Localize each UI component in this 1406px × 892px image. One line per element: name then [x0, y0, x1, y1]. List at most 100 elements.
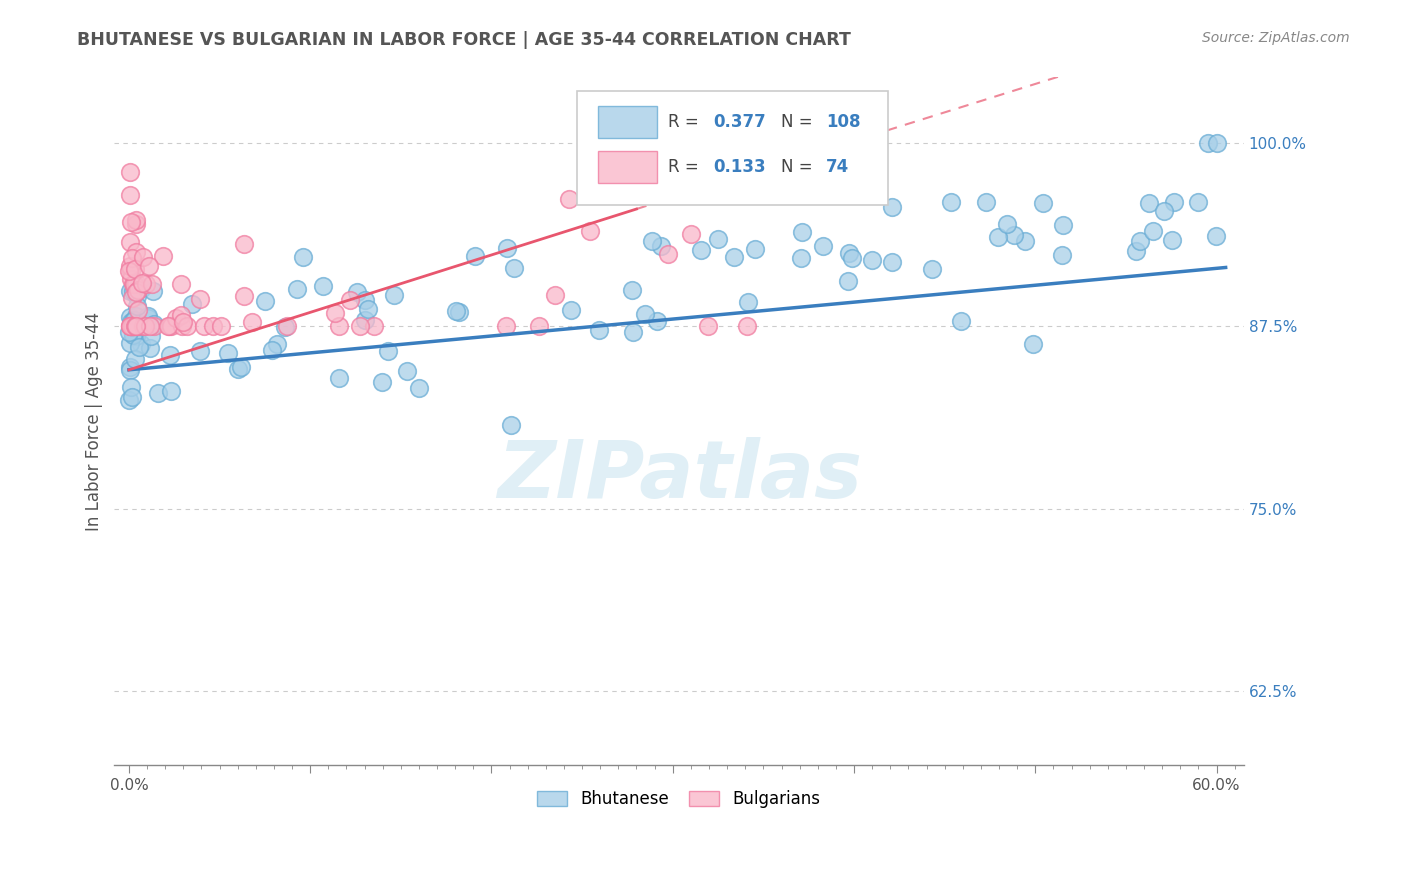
Point: [165, 310, 187, 325]
Point: [503, 260, 526, 275]
Point: [127, 303, 149, 318]
Text: BHUTANESE VS BULGARIAN IN LABOR FORCE | AGE 35-44 CORRELATION CHART: BHUTANESE VS BULGARIAN IN LABOR FORCE | …: [77, 31, 851, 49]
Point: [328, 318, 350, 333]
Point: [620, 283, 643, 297]
FancyBboxPatch shape: [578, 91, 889, 204]
FancyBboxPatch shape: [598, 151, 657, 183]
Point: [170, 277, 193, 292]
Point: [129, 337, 152, 351]
Point: [125, 245, 148, 260]
Point: [689, 243, 711, 257]
Point: [122, 313, 145, 327]
Point: [464, 250, 486, 264]
Point: [121, 251, 143, 265]
Point: [120, 310, 142, 324]
Point: [139, 318, 162, 333]
Point: [696, 318, 718, 333]
Point: [226, 362, 249, 376]
Point: [125, 276, 148, 290]
Point: [735, 318, 758, 333]
Point: [354, 293, 377, 308]
Text: R =: R =: [668, 158, 704, 176]
Point: [1205, 136, 1227, 151]
Point: [152, 250, 174, 264]
Point: [170, 318, 193, 333]
Point: [1197, 136, 1219, 151]
Point: [880, 255, 903, 269]
Point: [139, 329, 162, 343]
Point: [157, 318, 180, 333]
Point: [142, 285, 165, 299]
Point: [323, 306, 346, 320]
Point: [266, 336, 288, 351]
Text: N =: N =: [780, 113, 818, 131]
Point: [121, 318, 143, 333]
Point: [921, 262, 943, 277]
Text: Source: ZipAtlas.com: Source: ZipAtlas.com: [1202, 31, 1350, 45]
Point: [723, 250, 745, 264]
Point: [354, 313, 377, 327]
Point: [128, 340, 150, 354]
Point: [118, 363, 141, 377]
Point: [190, 344, 212, 359]
Point: [240, 315, 263, 329]
Point: [254, 293, 277, 308]
Point: [543, 288, 565, 302]
Point: [121, 291, 143, 305]
Point: [588, 323, 610, 337]
Point: [118, 285, 141, 299]
Point: [135, 277, 157, 291]
Point: [122, 280, 145, 294]
Point: [274, 319, 297, 334]
Point: [229, 359, 252, 374]
Point: [122, 318, 145, 333]
Point: [120, 259, 142, 273]
Point: [121, 390, 143, 404]
Point: [560, 302, 582, 317]
Point: [1002, 227, 1025, 242]
Point: [657, 247, 679, 261]
Point: [949, 313, 972, 327]
Point: [790, 225, 813, 239]
Point: [131, 281, 153, 295]
Point: [125, 217, 148, 231]
Point: [125, 285, 148, 299]
Point: [159, 347, 181, 361]
Point: [987, 230, 1010, 244]
Point: [120, 318, 142, 333]
Point: [121, 318, 143, 333]
Point: [122, 314, 145, 328]
Point: [176, 318, 198, 333]
Point: [1153, 203, 1175, 218]
Point: [120, 335, 142, 350]
Point: [118, 392, 141, 407]
Point: [120, 380, 142, 394]
Point: [349, 318, 371, 333]
Point: [118, 318, 141, 333]
Point: [139, 341, 162, 355]
Point: [641, 234, 664, 248]
Point: [744, 242, 766, 256]
Point: [172, 315, 194, 329]
Point: [159, 318, 181, 333]
Point: [371, 375, 394, 389]
Point: [1137, 195, 1160, 210]
Point: [125, 318, 148, 333]
Point: [681, 227, 703, 241]
Point: [363, 318, 385, 333]
Point: [132, 250, 155, 264]
Point: [120, 272, 142, 286]
Point: [623, 325, 645, 339]
Point: [134, 318, 156, 333]
Point: [136, 311, 159, 326]
Point: [120, 360, 142, 375]
Point: [118, 264, 141, 278]
Point: [118, 235, 141, 249]
Point: [181, 297, 204, 311]
Point: [124, 286, 146, 301]
Point: [125, 289, 148, 303]
Point: [1161, 233, 1184, 247]
Point: [217, 346, 239, 360]
Point: [193, 318, 215, 333]
Text: 0.377: 0.377: [713, 113, 766, 131]
